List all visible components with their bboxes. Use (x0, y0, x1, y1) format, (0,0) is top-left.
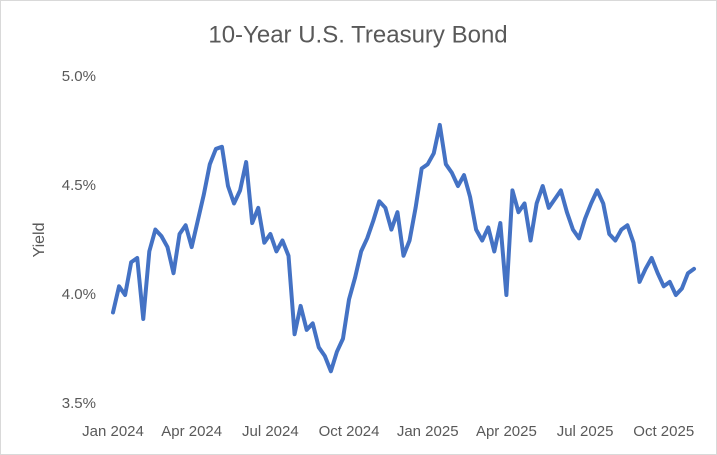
line-series (111, 122, 696, 374)
y-axis-title: Yield (31, 223, 48, 258)
x-tick-label: Apr 2024 (161, 423, 222, 440)
y-tick-label: 4.0% (62, 286, 96, 303)
x-tick-label: Oct 2025 (633, 423, 694, 440)
x-tick-label: Jul 2025 (557, 423, 614, 440)
x-tick-label: Jan 2024 (82, 423, 144, 440)
x-tick-label: Jan 2025 (397, 423, 459, 440)
y-tick-label: 3.5% (62, 395, 96, 412)
chart-title: 10-Year U.S. Treasury Bond (208, 21, 507, 48)
x-tick-label: Oct 2024 (319, 423, 380, 440)
x-tick-label: Apr 2025 (476, 423, 537, 440)
y-tick-label: 4.5% (62, 177, 96, 194)
x-tick-label: Jul 2024 (242, 423, 299, 440)
y-tick-label: 5.0% (62, 68, 96, 85)
